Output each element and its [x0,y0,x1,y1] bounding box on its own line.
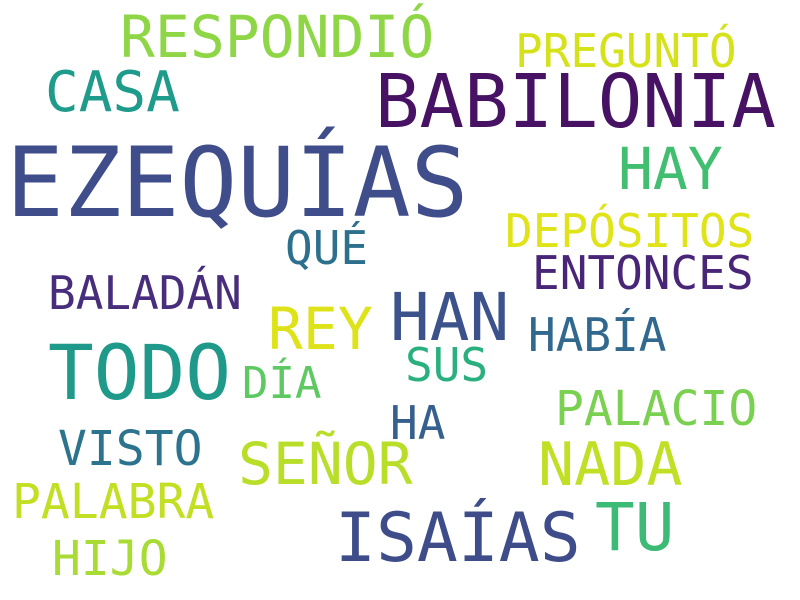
word-dia: DÍA [242,358,322,409]
word-pregunto: PREGUNTÓ [515,24,737,78]
word-rey: REY [268,295,373,363]
word-que: QUÉ [285,221,369,275]
word-nada: NADA [538,430,683,500]
word-entonces: ENTONCES [532,246,754,300]
word-han: HAN [390,279,510,356]
word-todo: TODO [48,328,232,417]
word-visto: VISTO [58,421,203,477]
word-casa: CASA [45,60,180,125]
word-tu: TU [595,489,675,566]
word-palabra: PALABRA [12,474,215,530]
word-habia: HABÍA [528,308,667,362]
word-baladan: BALADÁN [48,266,242,320]
word-isaias: ISAÍAS [335,499,581,578]
word-babilonia: BABILONIA [375,59,776,145]
word-hay: HAY [618,135,723,203]
word-depositos: DEPÓSITOS [505,204,755,258]
word-ezequias: EZEQUÍAS [6,127,469,239]
word-palacio: PALACIO [555,381,758,437]
word-sus: SUS [405,338,489,392]
word-senor: SEÑOR [238,430,413,498]
word-hijo: HIJO [52,531,168,587]
word-ha: HA [390,396,446,450]
word-respondio: RESPONDIÓ [120,3,435,71]
